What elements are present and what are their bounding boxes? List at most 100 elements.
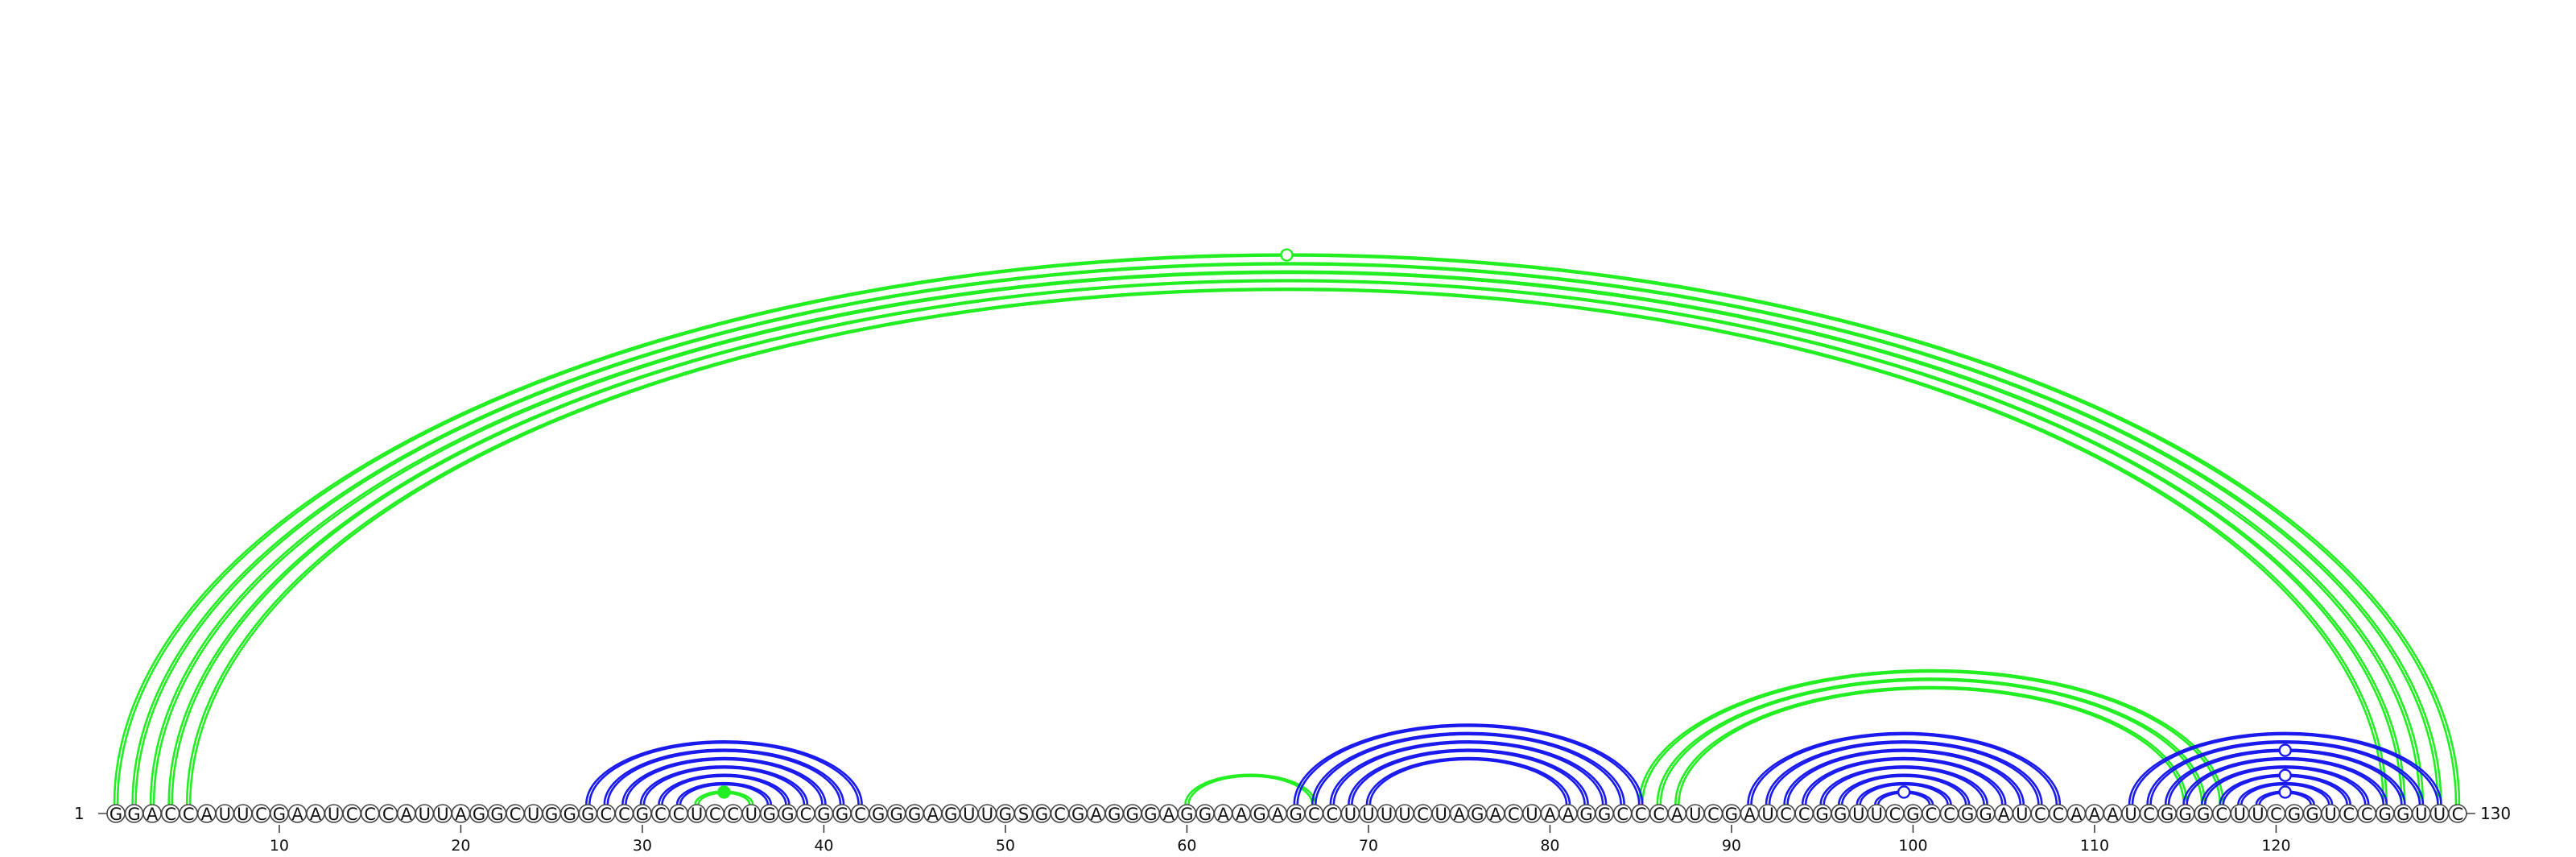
nucleotide-letter: C: [1054, 805, 1066, 824]
nucleotide: U: [1395, 804, 1414, 824]
nucleotide-letter: G: [1180, 805, 1193, 824]
nucleotide: U: [2412, 804, 2431, 824]
arc-marker-119-122: [2278, 785, 2292, 799]
nucleotide: A: [1994, 804, 2013, 824]
nucleotide: C: [1922, 804, 1941, 824]
nucleotide-letter: G: [2396, 805, 2409, 824]
pair-arc-69-82: [1348, 748, 1589, 805]
arc-markers: [717, 248, 2292, 799]
pair-arc-113-128: [2149, 741, 2421, 805]
nucleotide-letter: G: [109, 805, 122, 824]
pair-arc-96-103: [1840, 775, 1967, 805]
nucleotide: C: [2049, 804, 2068, 824]
nucleotide-letter: G: [1961, 805, 1974, 824]
tick-label-110: 110: [2080, 837, 2109, 855]
nucleotide-letter: U: [2234, 805, 2246, 824]
pair-arc-86-116: [1659, 679, 2203, 805]
nucleotide-letter: U: [1871, 805, 1883, 824]
nucleotide: C: [597, 804, 616, 824]
nucleotide: C: [614, 804, 634, 824]
nucleotide: G: [1104, 804, 1125, 824]
nucleotide: A: [2103, 804, 2123, 824]
nucleotide-letter: S: [1018, 805, 1029, 824]
nucleotide: C: [179, 804, 198, 824]
pair-arc-32-37: [675, 781, 773, 805]
nucleotide: U: [977, 804, 997, 824]
nucleotide: G: [778, 804, 798, 824]
pair-arc-85-117: [1641, 670, 2222, 805]
nucleotide: C: [1939, 804, 1959, 824]
pair-arc-94-105: [1804, 758, 2004, 805]
nucleotide: G: [886, 804, 906, 824]
nucleotide-letter: U: [963, 805, 975, 824]
nucleotide-letter: A: [401, 805, 413, 824]
nucleotide-letter: C: [709, 805, 721, 824]
nucleotide-letter: A: [201, 805, 213, 824]
nucleotide-letter: C: [346, 805, 358, 824]
pair-arc-118-123: [2237, 781, 2334, 805]
nucleotide: U: [2429, 804, 2450, 824]
nucleotide: G: [487, 804, 507, 824]
nucleotide: U: [2248, 804, 2268, 824]
nucleotide-letter: G: [817, 805, 830, 824]
pair-arc-67-84: [1315, 733, 1622, 805]
nucleotide: U: [2121, 804, 2140, 824]
nucleotide-letter: A: [1998, 805, 2010, 824]
nucleotide: C: [2030, 804, 2050, 824]
nucleotide: G: [1286, 804, 1306, 824]
nucleotide: U: [1758, 804, 1777, 824]
nucleotide: U: [215, 804, 235, 824]
tick-label-100: 100: [1898, 837, 1927, 855]
nucleotide-letter: C: [654, 805, 667, 824]
nucleotide: G: [106, 804, 126, 824]
pair-arc-66-85: [1293, 723, 1644, 805]
nucleotide-letter: A: [2089, 805, 2101, 824]
nucleotide: U: [741, 804, 762, 824]
nucleotide-letter: G: [1834, 805, 1847, 824]
nucleotide: C: [650, 804, 671, 824]
nucleotide-letter: A: [310, 805, 322, 824]
pair-arc-5-126: [187, 288, 2387, 805]
nucleotide-letter: U: [328, 805, 340, 824]
nucleotide-letter: U: [1525, 805, 1538, 824]
nucleotide-letter: C: [2270, 805, 2282, 824]
nucleotide: G: [905, 804, 924, 824]
tick-label-20: 20: [451, 837, 470, 855]
nucleotide: G: [941, 804, 961, 824]
nucleotide: C: [360, 804, 380, 824]
nucleotide-letter: C: [183, 805, 195, 824]
pair-arc-113-128: [2146, 739, 2425, 805]
tick-label-120: 120: [2261, 837, 2290, 855]
nucleotide-letter: C: [1417, 805, 1429, 824]
nucleotide-letter: A: [1454, 805, 1466, 824]
nucleotide-letter: C: [382, 805, 394, 824]
nucleotide-letter: C: [1635, 805, 1647, 824]
nucleotide-letter: G: [2306, 805, 2318, 824]
nucleotide: G: [1068, 804, 1088, 824]
nucleotide: A: [1159, 804, 1179, 824]
nucleotide-letter: U: [2324, 805, 2336, 824]
nucleotide-letter: G: [872, 805, 885, 824]
nucleotide-letter: C: [1798, 805, 1810, 824]
nucleotide: A: [142, 804, 162, 824]
pair-arc-3-128: [151, 271, 2423, 805]
nucleotide-letter: G: [1199, 805, 1212, 824]
pair-arc-91-108: [1747, 731, 2062, 805]
nucleotide: G: [869, 804, 888, 824]
pair-arc-60-67: [1184, 773, 1317, 805]
pair-arc-85-117: [1637, 669, 2225, 805]
nucleotide: C: [1703, 804, 1724, 824]
tick-label-10: 10: [270, 837, 289, 855]
pair-arc-86-116: [1656, 677, 2207, 805]
nucleotide-letter: C: [2053, 805, 2065, 824]
nucleotide-letter: C: [255, 805, 267, 824]
nucleotide-letter: G: [1144, 805, 1157, 824]
nucleotide-letter: C: [2215, 805, 2227, 824]
nucleotide-letter: A: [927, 805, 939, 824]
nucleotide-letter: C: [364, 805, 376, 824]
nucleotide: G: [469, 804, 489, 824]
nucleotide: C: [2139, 804, 2159, 824]
tick-label-90: 90: [1722, 837, 1741, 855]
nucleotide-letter: G: [581, 805, 594, 824]
